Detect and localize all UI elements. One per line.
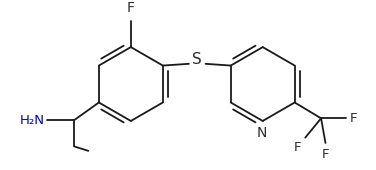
Text: H₂N: H₂N — [20, 114, 44, 127]
Text: F: F — [294, 141, 302, 154]
Text: F: F — [127, 2, 135, 15]
Text: N: N — [257, 126, 267, 140]
Text: F: F — [350, 112, 358, 125]
Text: S: S — [193, 52, 202, 67]
Text: F: F — [322, 148, 329, 161]
